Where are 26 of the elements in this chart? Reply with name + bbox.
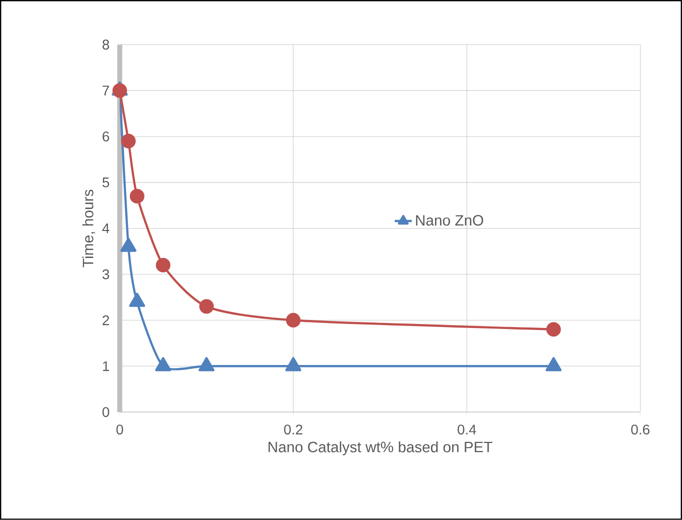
point [120, 238, 136, 252]
y-tick-label: 3 [102, 269, 110, 280]
point [155, 357, 172, 372]
point [285, 357, 302, 372]
point [129, 292, 146, 308]
y-tick-label: 6 [102, 132, 110, 142]
point [198, 357, 215, 372]
x-tick-label: 0.2 [284, 424, 302, 435]
x-tick-label: 0.6 [631, 424, 650, 435]
point [199, 299, 214, 314]
y-tick-label: 0 [102, 407, 110, 418]
x-tick-label: 0 [116, 424, 124, 435]
point [156, 258, 170, 272]
y-tick-label: 4 [102, 224, 110, 234]
y-tick-label: 1 [103, 361, 110, 372]
y-tick-label: 5 [102, 178, 110, 188]
point [121, 134, 136, 148]
x-tick-label: 0.4 [458, 424, 476, 435]
point [546, 357, 562, 372]
y-tick-label: 2 [102, 315, 110, 326]
x-axis-title: Nano Catalyst wt% based on PET [268, 441, 492, 456]
y-axis-title: Time, hours [82, 190, 96, 268]
y-tick-label: 8 [102, 40, 110, 50]
legend-label: Nano ZnO [416, 215, 484, 226]
point [130, 189, 144, 204]
y-tick-label: 7 [102, 86, 110, 96]
